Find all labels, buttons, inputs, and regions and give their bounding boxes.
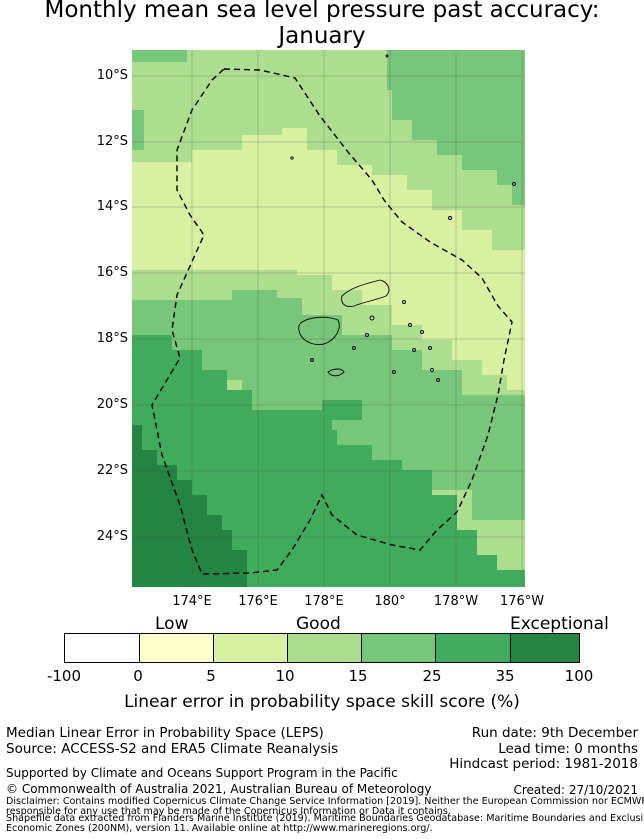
- lat-tick-14s: 14°S: [96, 199, 128, 214]
- colorbar-segment-2: [140, 634, 214, 662]
- lon-tick-176w: 176°W: [499, 594, 545, 609]
- shapefile-line1: Shapefile data extracted from Flanders M…: [6, 813, 644, 824]
- lat-tick-12s: 12°S: [96, 134, 128, 149]
- colorbar-segment-7: [511, 634, 579, 662]
- region-top-left-patch: [132, 50, 187, 62]
- eez-boundary-line: [151, 68, 513, 575]
- colorbar-category-low: Low: [155, 614, 189, 634]
- lon-tick-180: 180°: [374, 594, 406, 609]
- vanua-levu-island: [341, 279, 390, 307]
- map-title-line1: Monthly mean sea level pressure past acc…: [44, 0, 600, 23]
- lat-tick-20s: 20°S: [96, 397, 128, 412]
- fiji-islands: [290, 54, 516, 382]
- run-date-text: Run date: 9th December: [471, 725, 638, 741]
- region-exceptional: [132, 425, 247, 587]
- source-text: Source: ACCESS-S2 and ERA5 Climate Reana…: [6, 741, 339, 757]
- colorbar-tick: 10: [275, 667, 295, 685]
- colorbar-tick: 15: [348, 667, 368, 685]
- disclaimer-line1: Disclaimer: Contains modified Copernicus…: [6, 796, 644, 807]
- colorbar-tick: 35: [495, 667, 515, 685]
- copyright-text: © Commonwealth of Australia 2021, Austra…: [6, 782, 432, 796]
- support-text: Supported by Climate and Oceans Support …: [6, 766, 398, 780]
- colorbar-tick: 25: [422, 667, 442, 685]
- lead-time-text: Lead time: 0 months: [498, 741, 638, 757]
- colorbar-axis-label: Linear error in probability space skill …: [124, 692, 520, 712]
- disclaimer-line2: responsible for any use that may be made…: [6, 806, 451, 817]
- skill-score-map: [132, 50, 525, 587]
- region-dark-green: [132, 335, 525, 587]
- created-date-text: Created: 27/10/2021: [513, 783, 638, 797]
- lat-tick-22s: 22°S: [96, 463, 128, 478]
- lon-tick-178e: 178°E: [304, 594, 344, 609]
- colorbar-category-exceptional: Exceptional: [510, 614, 609, 634]
- lon-tick-178w: 178°W: [433, 594, 479, 609]
- shapefile-line2: Economic Zones (200NM), version 11. Avai…: [6, 823, 433, 834]
- region-left-patch: [132, 110, 144, 150]
- colorbar-segment-3: [214, 634, 288, 662]
- viti-levu-island: [298, 316, 340, 345]
- map-title-line2: January: [278, 23, 366, 49]
- colorbar-segment-4: [288, 634, 362, 662]
- colorbar-tick: -100: [46, 667, 82, 685]
- lat-tick-18s: 18°S: [96, 331, 128, 346]
- colorbar-category-good: Good: [296, 614, 341, 634]
- lat-tick-24s: 24°S: [96, 529, 128, 544]
- hindcast-period-text: Hindcast period: 1981-2018: [449, 756, 638, 772]
- lon-tick-176e: 176°E: [238, 594, 278, 609]
- colorbar-tick: 100: [564, 667, 594, 685]
- colorbar-segment-1: [65, 634, 140, 662]
- region-dark-patch: [252, 400, 362, 435]
- colorbar-segment-6: [436, 634, 511, 662]
- region-pale-band: [132, 128, 525, 390]
- lon-tick-174e: 174°E: [172, 594, 212, 609]
- kadavu-island: [327, 368, 345, 377]
- lat-tick-16s: 16°S: [96, 265, 128, 280]
- colorbar: [64, 633, 580, 663]
- colorbar-tick: 0: [133, 667, 143, 685]
- colorbar-segment-5: [362, 634, 436, 662]
- colorbar-tick: 5: [206, 667, 216, 685]
- map-gridlines: [132, 50, 525, 587]
- method-text: Median Linear Error in Probability Space…: [6, 725, 324, 741]
- lat-tick-10s: 10°S: [96, 68, 128, 83]
